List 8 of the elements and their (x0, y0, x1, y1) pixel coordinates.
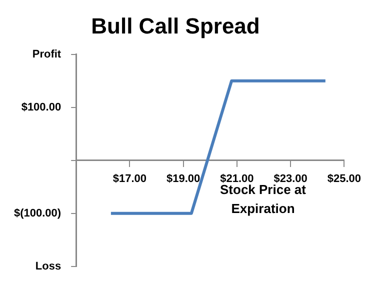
y-tick-label: $(100.00) (14, 207, 62, 220)
chart-title: Bull Call Spread (91, 13, 260, 38)
x-tick-label: $17.00 (112, 173, 147, 186)
x-tick-label: $25.00 (327, 173, 362, 186)
y-tick-label: Profit (32, 48, 62, 60)
y-tick-label: $100.00 (21, 101, 62, 114)
x-tick-label: $19.00 (166, 173, 200, 186)
y-tick-label: Loss (35, 260, 62, 272)
